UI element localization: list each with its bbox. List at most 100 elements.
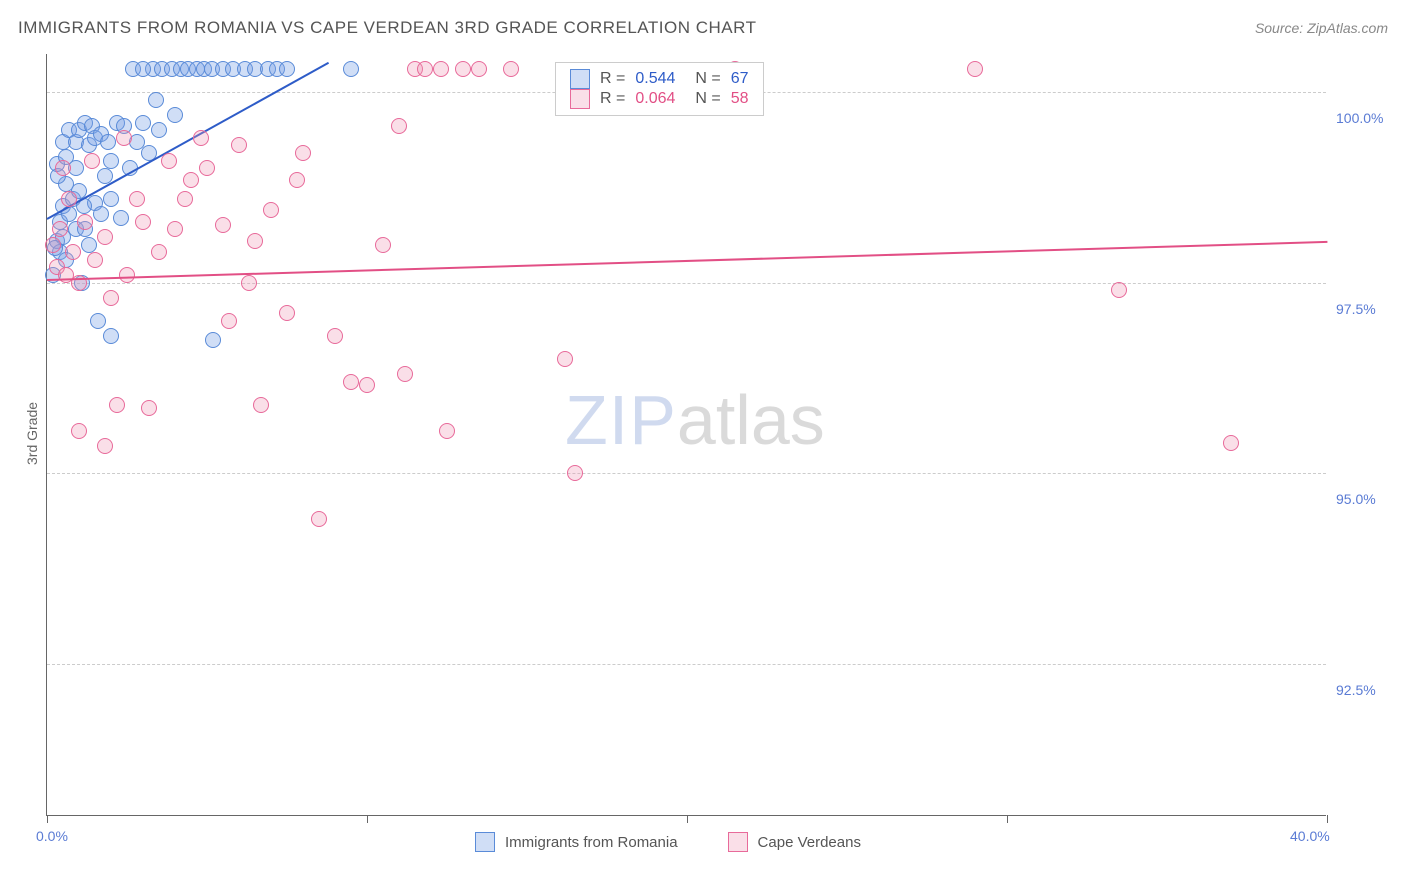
data-point	[81, 237, 97, 253]
data-point	[311, 511, 327, 527]
data-point	[71, 423, 87, 439]
legend-series-name: Immigrants from Romania	[505, 834, 678, 851]
data-point	[343, 374, 359, 390]
x-tick-label: 40.0%	[1290, 828, 1330, 844]
data-point	[100, 134, 116, 150]
y-axis-title: 3rd Grade	[24, 402, 40, 465]
legend-n-label: N =	[695, 90, 720, 108]
data-point	[148, 92, 164, 108]
data-point	[359, 377, 375, 393]
data-point	[61, 191, 77, 207]
data-point	[93, 206, 109, 222]
legend-n-value: 67	[731, 70, 749, 88]
data-point	[109, 397, 125, 413]
data-point	[193, 130, 209, 146]
bottom-legend: Immigrants from Romania Cape Verdeans	[475, 832, 901, 852]
data-point	[455, 61, 471, 77]
data-point	[199, 160, 215, 176]
data-point	[135, 115, 151, 131]
data-point	[103, 153, 119, 169]
data-point	[151, 244, 167, 260]
data-point	[77, 214, 93, 230]
data-point	[167, 221, 183, 237]
scatter-chart	[46, 54, 1326, 816]
legend-swatch	[570, 89, 590, 109]
data-point	[129, 191, 145, 207]
x-tick-label: 0.0%	[36, 828, 68, 844]
legend-swatch	[728, 832, 748, 852]
data-point	[103, 191, 119, 207]
legend-series-name: Cape Verdeans	[758, 834, 861, 851]
data-point	[391, 118, 407, 134]
data-point	[119, 267, 135, 283]
data-point	[471, 61, 487, 77]
data-point	[417, 61, 433, 77]
data-point	[84, 153, 100, 169]
data-point	[161, 153, 177, 169]
x-tick	[1327, 815, 1328, 823]
data-point	[135, 214, 151, 230]
y-tick-label: 92.5%	[1336, 682, 1376, 698]
x-tick	[687, 815, 688, 823]
data-point	[289, 172, 305, 188]
data-point	[439, 423, 455, 439]
x-tick	[367, 815, 368, 823]
data-point	[151, 122, 167, 138]
data-point	[247, 233, 263, 249]
legend-row: R = 0.064 N = 58	[570, 89, 749, 109]
legend-r-label: R =	[600, 70, 625, 88]
data-point	[221, 313, 237, 329]
data-point	[503, 61, 519, 77]
data-point	[967, 61, 983, 77]
data-point	[113, 210, 129, 226]
grid-line	[47, 473, 1326, 474]
data-point	[375, 237, 391, 253]
legend-swatch	[570, 69, 590, 89]
x-tick	[47, 815, 48, 823]
data-point	[167, 107, 183, 123]
legend-r-value: 0.064	[635, 90, 675, 108]
data-point	[177, 191, 193, 207]
data-point	[397, 366, 413, 382]
data-point	[241, 275, 257, 291]
data-point	[557, 351, 573, 367]
data-point	[52, 221, 68, 237]
data-point	[215, 217, 231, 233]
grid-line	[47, 664, 1326, 665]
data-point	[263, 202, 279, 218]
chart-title: IMMIGRANTS FROM ROMANIA VS CAPE VERDEAN …	[18, 18, 756, 38]
data-point	[567, 465, 583, 481]
legend-r-value: 0.544	[635, 70, 675, 88]
data-point	[135, 61, 151, 77]
data-point	[205, 332, 221, 348]
data-point	[1223, 435, 1239, 451]
data-point	[183, 172, 199, 188]
legend-n-label: N =	[695, 70, 720, 88]
data-point	[279, 305, 295, 321]
data-point	[97, 438, 113, 454]
legend-n-value: 58	[731, 90, 749, 108]
data-point	[253, 397, 269, 413]
trend-line	[47, 241, 1327, 281]
data-point	[45, 237, 61, 253]
data-point	[279, 61, 295, 77]
data-point	[433, 61, 449, 77]
data-point	[327, 328, 343, 344]
y-tick-label: 95.0%	[1336, 491, 1376, 507]
data-point	[1111, 282, 1127, 298]
legend-row: R = 0.544 N = 67	[570, 69, 749, 89]
data-point	[116, 130, 132, 146]
y-tick-label: 97.5%	[1336, 301, 1376, 317]
data-point	[295, 145, 311, 161]
y-tick-label: 100.0%	[1336, 110, 1383, 126]
data-point	[90, 313, 106, 329]
legend-swatch	[475, 832, 495, 852]
data-point	[231, 137, 247, 153]
data-point	[55, 160, 71, 176]
data-point	[103, 328, 119, 344]
data-point	[97, 229, 113, 245]
grid-line	[47, 283, 1326, 284]
x-tick	[1007, 815, 1008, 823]
data-point	[103, 290, 119, 306]
legend-r-label: R =	[600, 90, 625, 108]
